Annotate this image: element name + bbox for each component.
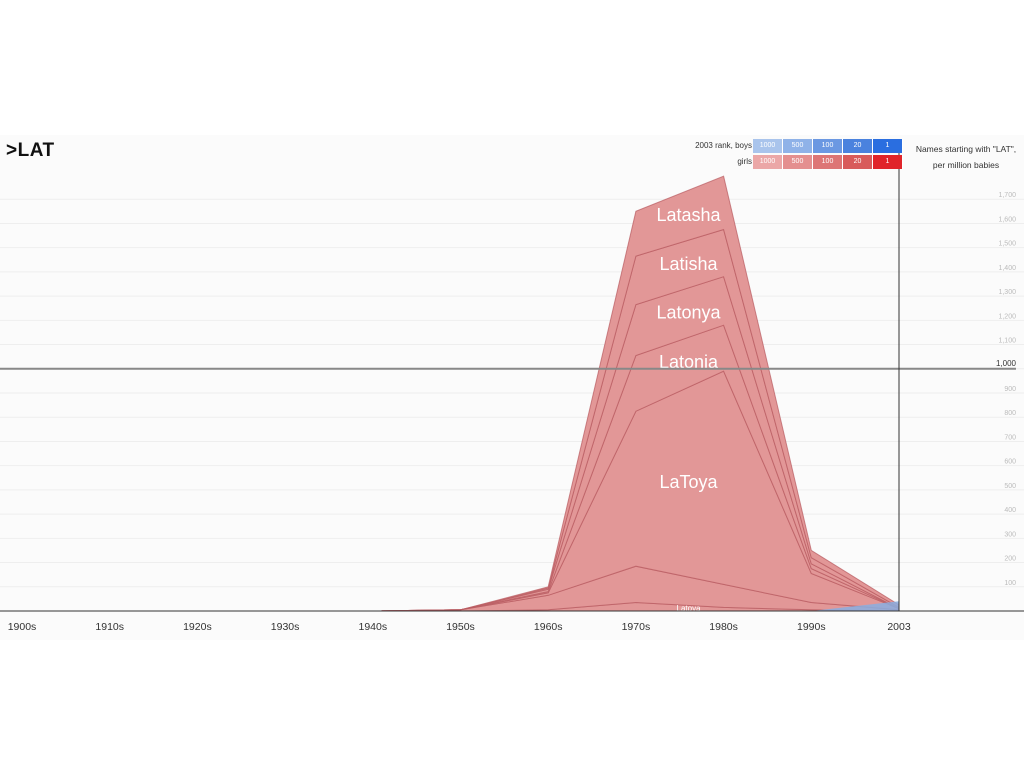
legend-boys-cell-2: 100 xyxy=(813,139,843,153)
y-tick-label: 1,700 xyxy=(998,192,1016,199)
x-tick-label: 1990s xyxy=(797,621,826,633)
stacked-areas[interactable] xyxy=(22,175,900,612)
series-label: Latonya xyxy=(656,303,721,323)
x-tick-label: 2003 xyxy=(887,621,911,633)
y-tick-label: 1,500 xyxy=(998,241,1016,248)
x-tick-label: 1960s xyxy=(534,621,563,633)
x-tick-label: 1950s xyxy=(446,621,475,633)
legend-boys-cell-3: 20 xyxy=(843,139,873,153)
series-label: Latasha xyxy=(656,205,721,225)
series-labels: Latoya LaToya Latonia Latonya Latisha Latasha xyxy=(656,205,721,613)
x-tick-label: 1910s xyxy=(95,621,124,633)
y-tick-label: 100 xyxy=(1004,580,1016,587)
y-tick-label: 1,200 xyxy=(998,313,1016,320)
units-note: Names starting with "LAT", per million b… xyxy=(915,144,1017,170)
x-tick-label: 1980s xyxy=(709,621,738,633)
legend-boys-cells: 1000 500 100 20 1 xyxy=(753,139,903,153)
x-tick-label: 1900s xyxy=(8,621,37,633)
grid-lines: 100 200 300 400 500 600 700 800 900 1,100 1,200 1,3… xyxy=(0,192,1024,588)
legend-girls-cell-0: 1000 xyxy=(753,155,783,169)
legend-girls-cell-2: 100 xyxy=(813,155,843,169)
series-label: Latoya xyxy=(677,604,702,613)
series-label: Latonia xyxy=(659,352,719,372)
legend-girls-cell-1: 500 xyxy=(783,155,813,169)
y-tick-label: 900 xyxy=(1004,386,1016,393)
y-tick-label: 400 xyxy=(1004,507,1016,514)
chart-panel xyxy=(0,135,1024,640)
y-tick-label: 1,600 xyxy=(998,216,1016,223)
x-tick-label: 1970s xyxy=(622,621,651,633)
search-query[interactable]: >LAT xyxy=(6,140,55,161)
x-tick-label: 1920s xyxy=(183,621,212,633)
legend-girls-cell-4: 1 xyxy=(873,155,903,169)
y-tick-label: 600 xyxy=(1004,459,1016,466)
legend-girls-cells: 1000 500 100 20 1 xyxy=(753,155,903,169)
series-label: Latisha xyxy=(659,254,718,274)
y-tick-label: 200 xyxy=(1004,556,1016,563)
legend-boys-label: 2003 rank, boys xyxy=(695,141,752,150)
legend-girls-label: girls xyxy=(737,157,752,166)
legend-boys-cell-1: 500 xyxy=(783,139,813,153)
legend-boys-cell-0: 1000 xyxy=(753,139,783,153)
legend-boys-cell-4: 1 xyxy=(873,139,903,153)
y-tick-label: 300 xyxy=(1004,531,1016,538)
legend-girls-cell-3: 20 xyxy=(843,155,873,169)
x-tick-label: 1930s xyxy=(271,621,300,633)
y-tick-label: 800 xyxy=(1004,410,1016,417)
series-label: LaToya xyxy=(659,472,718,492)
y-tick-label: 700 xyxy=(1004,434,1016,441)
y-tick-label: 1,400 xyxy=(998,265,1016,272)
x-tick-label: 1940s xyxy=(358,621,387,633)
y-tick-label-main: 1,000 xyxy=(996,359,1017,368)
y-tick-label: 1,300 xyxy=(998,289,1016,296)
axes: 1,000 1900s 1910s 1920s 1930s 1940s 1950s 1960s… xyxy=(0,140,1024,633)
legend-row-boys: 2003 rank, boys 1000 500 100 20 1 xyxy=(620,139,910,153)
y-tick-label: 500 xyxy=(1004,483,1016,490)
y-tick-label: 1,100 xyxy=(998,338,1016,345)
legend-row-girls: girls 1000 500 100 20 1 xyxy=(620,155,910,169)
